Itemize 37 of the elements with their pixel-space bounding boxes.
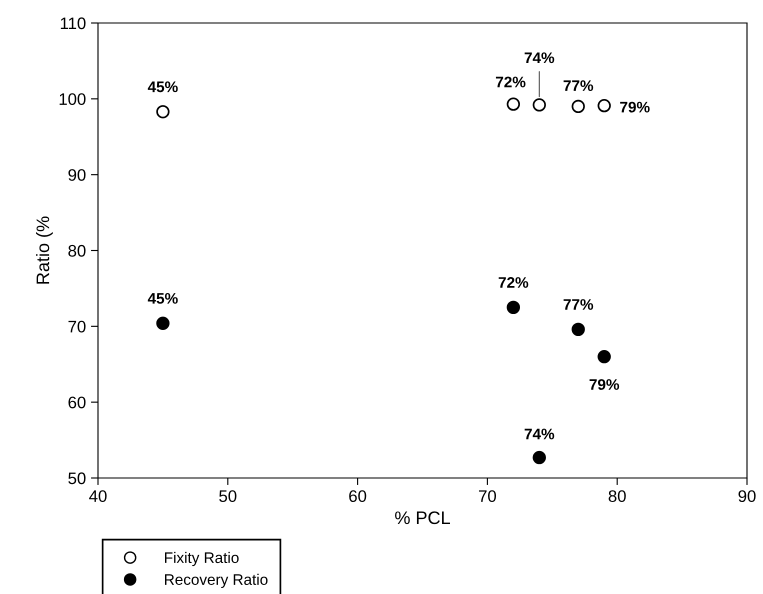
x-tick-label: 90 (738, 490, 756, 502)
legend-label: Recovery Ratio (165, 574, 268, 588)
x-tick-label: 70 (478, 490, 496, 502)
point (156, 316, 170, 330)
y-tick-label: 90 (68, 169, 86, 181)
x-axis-title: % PCL (395, 511, 450, 524)
annotation: 74% (524, 428, 554, 440)
y-tick-label: 100 (60, 93, 86, 106)
x-tick-label: 80 (608, 490, 626, 502)
annotation: 72% (496, 76, 526, 88)
point (598, 99, 611, 112)
point (532, 450, 546, 464)
y-tick-label: 60 (68, 396, 86, 408)
annotation: 45% (148, 81, 178, 92)
y-tick-label: 50 (68, 472, 86, 484)
annotation: 77% (564, 80, 594, 92)
point (572, 100, 585, 114)
y-tick-label: 70 (68, 320, 86, 333)
annotation: 77% (564, 299, 594, 310)
y-axis-title: Ratio (% (36, 216, 53, 284)
point (598, 350, 611, 364)
annotation: 45% (148, 293, 178, 304)
annotation: 79% (590, 379, 620, 390)
legend-label: Fixity Ratio (165, 552, 239, 566)
point (532, 98, 546, 112)
annotation: 72% (498, 277, 528, 288)
point (506, 97, 520, 111)
point (572, 322, 585, 336)
point (156, 105, 170, 118)
annotation: 74% (524, 52, 554, 64)
x-tick-label: 60 (349, 490, 366, 502)
y-tick-label: 110 (60, 17, 86, 30)
point (506, 300, 520, 314)
y-tick-label: 80 (68, 244, 86, 257)
x-tick-label: 50 (219, 490, 236, 502)
annotation: 79% (620, 102, 650, 113)
x-tick-label: 40 (89, 490, 107, 502)
